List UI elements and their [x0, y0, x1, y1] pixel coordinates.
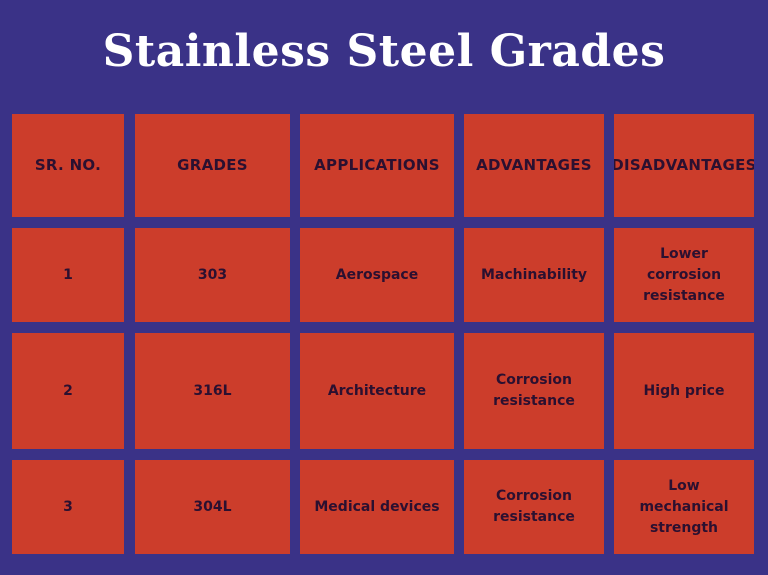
- cell-sr-no: 3: [12, 460, 124, 554]
- cell-grade: 316L: [135, 333, 290, 449]
- cell-disadvantage: Low mechanical strength: [614, 460, 754, 554]
- header-applications: APPLICATIONS: [300, 114, 454, 217]
- header-advantages: ADVANTAGES: [464, 114, 604, 217]
- cell-advantage: Machinability: [464, 228, 604, 322]
- cell-sr-no: 2: [12, 333, 124, 449]
- cell-sr-no: 1: [12, 228, 124, 322]
- cell-disadvantage: High price: [614, 333, 754, 449]
- header-sr-no: SR. NO.: [12, 114, 124, 217]
- cell-disadvantage: Lower corrosion resistance: [614, 228, 754, 322]
- page-title: Stainless Steel Grades: [102, 26, 666, 77]
- cell-grade: 304L: [135, 460, 290, 554]
- cell-grade: 303: [135, 228, 290, 322]
- header-grades: GRADES: [135, 114, 290, 217]
- header-disadvantages: DISADVANTAGES: [614, 114, 754, 217]
- cell-application: Medical devices: [300, 460, 454, 554]
- cell-advantage: Corrosion resistance: [464, 333, 604, 449]
- cell-advantage: Corrosion resistance: [464, 460, 604, 554]
- cell-application: Architecture: [300, 333, 454, 449]
- cell-application: Aerospace: [300, 228, 454, 322]
